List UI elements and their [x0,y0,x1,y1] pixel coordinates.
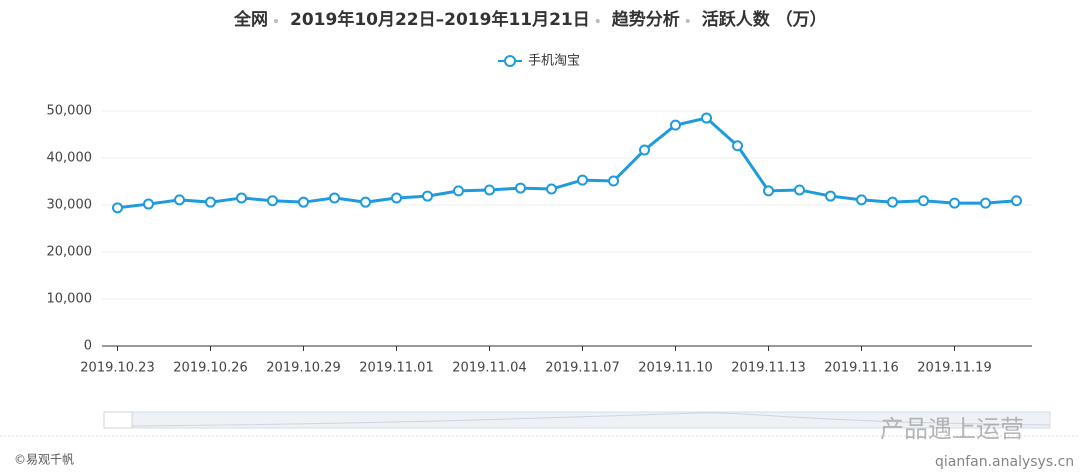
point [949,197,960,209]
x-tick-label: 2019.11.07 [545,361,619,376]
point [732,140,743,152]
point [205,196,216,208]
legend-marker [504,55,516,67]
title-part: 趋势分析 [612,9,680,30]
point [484,184,495,196]
title-part: 活跃人数 （万） [702,9,827,30]
watermark: 产品遇上运营 [880,415,1024,443]
zoom-preview [131,412,1051,427]
point [1011,195,1022,207]
point [701,112,712,124]
point [825,190,836,202]
point [298,196,309,208]
point [887,196,898,208]
point [422,190,433,202]
x-tick-label: 2019.10.26 [173,361,247,376]
point [453,185,464,197]
title-separator [685,19,690,23]
point [174,194,185,206]
source: ©易观千帆 [14,452,74,467]
x-tick-label: 2019.11.13 [731,361,805,376]
x-tick-label: 2019.10.29 [266,361,340,376]
point [763,185,774,197]
point [236,192,247,204]
legend-label: 手机淘宝 [528,54,580,69]
point [515,182,526,194]
point [267,195,278,207]
x-tick-label: 2019.11.01 [359,361,433,376]
title-part: 2019年10月22日–2019年11月21日 [290,9,590,30]
y-tick-label: 0 [84,339,92,354]
series-line [117,116,1017,210]
y-tick-label: 50,000 [47,104,93,119]
y-tick-label: 20,000 [47,245,93,260]
point [639,144,650,156]
zoom-handle[interactable] [103,411,133,429]
point [856,194,867,206]
point [391,192,402,204]
title-separator [595,19,600,23]
watermark-url: qianfan.analysys.cn [935,454,1074,470]
point [329,192,340,204]
point [918,195,929,207]
point [112,202,123,214]
x-tick-label: 2019.11.10 [638,361,712,376]
point [670,119,681,131]
title-separator [274,19,278,23]
y-tick-label: 30,000 [47,198,93,213]
point [360,196,371,208]
point [608,175,619,187]
x-tick-label: 2019.11.19 [917,361,991,376]
title-part: 全网 [233,9,268,30]
point [980,197,991,209]
point [143,198,154,210]
x-tick-label: 2019.11.16 [824,361,898,376]
point [794,184,805,196]
y-tick-label: 10,000 [47,292,93,307]
point [577,174,588,186]
x-tick-label: 2019.10.23 [80,361,154,376]
point [546,183,557,195]
x-tick-label: 2019.11.04 [452,361,526,376]
y-tick-label: 40,000 [47,151,93,166]
